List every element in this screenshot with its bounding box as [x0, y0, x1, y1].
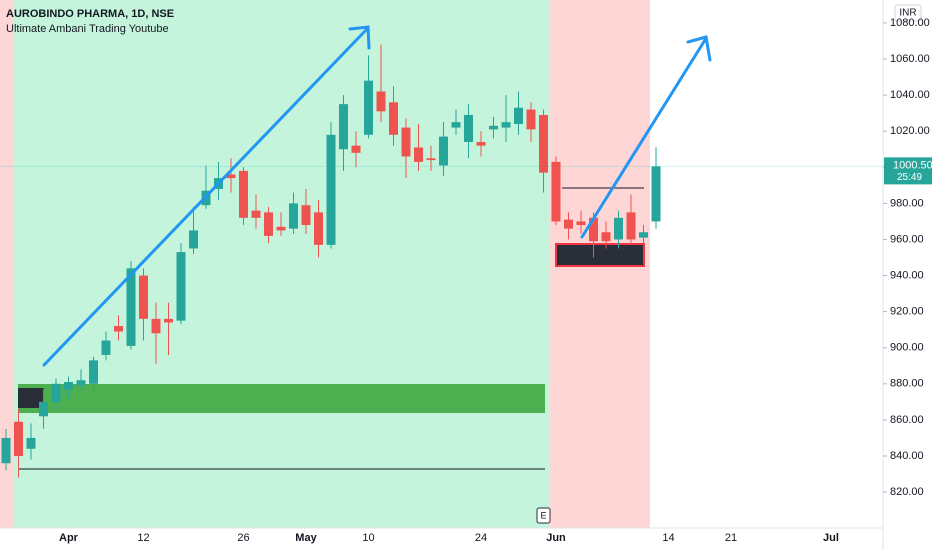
x-tick-label: 14: [662, 532, 674, 544]
candle-body: [526, 109, 536, 130]
candle-body: [401, 127, 411, 157]
candle-body: [301, 205, 311, 226]
candle-body: [564, 219, 573, 229]
candle-body: [601, 232, 611, 242]
x-tick-label: 21: [725, 532, 737, 544]
candle-body: [26, 437, 36, 449]
candle-body: [614, 217, 623, 240]
x-tick-label: May: [295, 532, 317, 544]
candle-body: [251, 210, 261, 218]
candle-body: [626, 212, 636, 240]
currency[interactable]: INR: [899, 8, 916, 19]
candle-body: [164, 318, 173, 323]
candle-body: [276, 226, 286, 231]
currency-box[interactable]: [894, 4, 922, 22]
candle-body: [139, 275, 148, 319]
x-tick-label: Jul: [823, 532, 839, 544]
candle-body: [651, 166, 661, 222]
candle-body: [176, 252, 186, 321]
x-tick-label: 10: [362, 532, 374, 544]
zone: [0, 0, 13, 528]
candle-body: [89, 360, 98, 384]
y-tick-label: 980.00: [890, 197, 924, 209]
candle-body: [1, 437, 11, 464]
x-tick-label: 24: [475, 532, 487, 544]
last-price-badge: [884, 157, 932, 185]
candle-body: [151, 318, 161, 334]
y-tick-label: 960.00: [890, 233, 924, 245]
y-tick-label: 900.00: [890, 342, 924, 354]
candle-body: [239, 170, 248, 218]
candle-body: [364, 80, 373, 135]
candle-body: [39, 401, 48, 417]
candle-body: [114, 326, 123, 332]
candle-body: [451, 122, 461, 128]
candle-body: [389, 102, 398, 135]
y-tick-label: 920.00: [890, 306, 924, 318]
candle-body: [514, 107, 523, 124]
candle-body: [326, 134, 336, 245]
box: [18, 388, 44, 408]
candle-body: [576, 221, 586, 226]
candle-body: [489, 125, 498, 130]
y-tick-label: 940.00: [890, 269, 924, 281]
candle-body: [189, 230, 198, 249]
y-tick-label: 1060.00: [890, 53, 930, 65]
x-tick-label: Apr: [59, 532, 79, 544]
demand-zone: [18, 384, 545, 413]
candle-body: [639, 232, 648, 238]
candle-body: [464, 114, 473, 143]
candle-body: [314, 212, 323, 245]
x-tick-label: Jun: [546, 532, 566, 544]
candle-body: [551, 161, 561, 222]
box: [555, 243, 645, 267]
candle-body: [539, 114, 548, 173]
candle-body: [289, 203, 298, 229]
candle-body: [51, 383, 61, 402]
candle-body: [414, 147, 423, 162]
y-tick-label: 840.00: [890, 450, 924, 462]
x-tick-label: 12: [137, 532, 149, 544]
candle-body: [226, 174, 236, 179]
candle-body: [476, 142, 486, 146]
y-tick-label: 860.00: [890, 414, 924, 426]
candle-body: [101, 340, 111, 355]
y-tick-label: 1020.00: [890, 125, 930, 137]
event-icon-label[interactable]: E: [540, 510, 546, 520]
countdown: 25:49: [897, 172, 922, 183]
zone: [13, 0, 550, 528]
candle-body: [264, 212, 273, 236]
title: AUROBINDO PHARMA, 1D, NSE: [6, 8, 174, 20]
candle-body: [439, 136, 448, 166]
candle-body: [126, 268, 136, 346]
y-tick-label: 1080.00: [890, 17, 930, 29]
candle-body: [426, 158, 436, 161]
y-tick-label: 880.00: [890, 378, 924, 390]
candle-body: [14, 421, 23, 456]
arrow: [42, 25, 712, 367]
candle-body: [589, 217, 598, 242]
event-icon[interactable]: [536, 507, 551, 524]
candle-body: [501, 122, 511, 128]
candle-body: [376, 91, 386, 112]
candle-body: [351, 145, 361, 153]
last-price-label: 1000.50: [893, 159, 932, 171]
y-tick-label: 820.00: [890, 486, 924, 498]
candle-body: [339, 104, 348, 150]
y-tick-label: 1040.00: [890, 89, 930, 101]
subtitle: Ultimate Ambani Trading Youtube: [6, 23, 169, 35]
candle-body: [64, 382, 73, 390]
x-tick-label: 26: [237, 532, 249, 544]
candle-body: [76, 380, 86, 386]
